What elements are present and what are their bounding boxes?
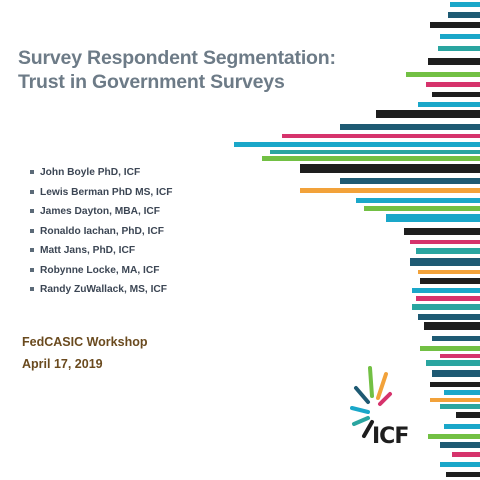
slide-title-line-2: Trust in Government Surveys [18,71,285,93]
author-item: Ronaldo Iachan, PhD, ICF [30,225,172,245]
author-name: Ronaldo Iachan, PhD, ICF [40,225,164,237]
decorative-stripe [406,72,480,77]
icf-logo-icon [350,366,392,438]
slide-title-line-1: Survey Respondent Segmentation: [18,47,336,69]
author-item: Matt Jans, PhD, ICF [30,244,172,264]
author-item: James Dayton, MBA, ICF [30,205,172,225]
bullet-icon [30,189,34,194]
decorative-stripe [234,142,480,147]
event-date: April 17, 2019 [22,357,103,371]
decorative-stripe [432,336,480,341]
decorative-stripe [420,278,480,284]
decorative-stripe [440,462,480,467]
decorative-stripe [418,314,480,320]
decorative-stripe [438,46,480,51]
decorative-stripe [426,360,480,366]
decorative-stripe [448,12,480,18]
decorative-stripe [440,34,480,39]
decorative-stripe [262,156,480,161]
decorative-stripe [412,304,480,310]
decorative-stripe [428,434,480,439]
bullet-icon [30,287,34,291]
decorative-stripe [450,2,480,7]
bullet-icon [30,209,34,213]
author-item: Lewis Berman PhD MS, ICF [30,186,172,206]
decorative-stripe [424,322,480,330]
author-name: Lewis Berman PhD MS, ICF [40,186,173,198]
author-name: Randy ZuWallack, MS, ICF [40,284,167,295]
decorative-stripe [430,22,480,28]
author-name: Robynne Locke, MA, ICF [40,264,160,276]
author-name: John Boyle PhD, ICF [40,167,141,178]
decorative-stripe [300,164,480,173]
decorative-stripe [282,134,480,138]
bullet-icon [30,248,34,252]
decorative-stripe [440,442,480,448]
decorative-stripe [446,472,480,477]
bullet-icon [30,267,34,272]
decorative-stripe [416,296,480,301]
decorative-stripe [340,124,480,130]
decorative-stripe [386,214,480,222]
decorative-stripe [452,452,480,457]
decorative-stripe [376,110,480,118]
event-name: FedCASIC Workshop [22,335,148,349]
author-item: Randy ZuWallack, MS, ICF [30,283,172,303]
decorative-stripe [430,398,480,402]
decorative-stripe [410,240,480,244]
decorative-stripe [418,270,480,274]
decorative-stripe [412,288,480,293]
decorative-stripe [270,150,480,154]
decorative-stripe [410,258,480,266]
decorative-stripe [444,390,480,395]
author-name: Matt Jans, PhD, ICF [40,245,136,256]
decorative-stripe [300,188,480,193]
icf-logo-text: ICF [372,424,409,449]
decorative-stripe [418,102,480,107]
decorative-stripe [456,412,480,418]
author-item: Robynne Locke, MA, ICF [30,264,172,284]
event-info: FedCASIC Workshop April 17, 2019 [22,331,147,375]
decorative-stripe [340,178,480,184]
decorative-stripe [428,58,480,65]
decorative-stripe [430,382,480,387]
decorative-stripe [444,424,480,429]
decorative-stripe [432,92,480,97]
author-list: John Boyle PhD, ICF Lewis Berman PhD MS,… [30,166,172,303]
decorative-stripe [416,248,480,254]
decorative-stripe [364,206,480,211]
decorative-stripe [356,198,480,203]
decorative-stripe [420,346,480,351]
author-item: John Boyle PhD, ICF [30,166,172,186]
decorative-stripe [432,370,480,377]
decorative-stripe [426,82,480,87]
decorative-stripe [440,354,480,358]
decorative-stripe [404,228,480,235]
bullet-icon [30,170,34,174]
slide-title: Survey Respondent Segmentation: Trust in… [18,46,358,94]
author-name: James Dayton, MBA, ICF [40,206,161,217]
decorative-stripe [440,404,480,409]
bullet-icon [30,228,34,233]
